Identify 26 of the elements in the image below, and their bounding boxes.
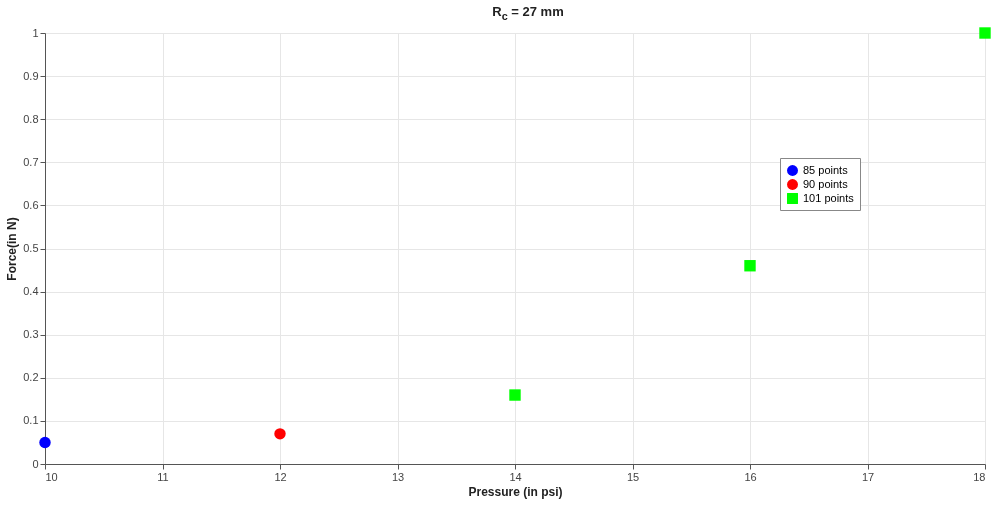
y-tick-label: 0.1 bbox=[23, 414, 39, 427]
x-tick-label: 10 bbox=[45, 470, 58, 483]
y-tick-label: 0.6 bbox=[23, 198, 39, 211]
y-tick-label: 0.5 bbox=[23, 242, 39, 254]
x-axis-title: Pressure (in psi) bbox=[468, 484, 563, 499]
y-tick-label: 0 bbox=[32, 457, 39, 470]
y-tick-label: 0.8 bbox=[23, 112, 39, 125]
y-tick-label: 0.7 bbox=[23, 155, 39, 168]
y-tick-label: 0.3 bbox=[23, 328, 39, 341]
y-tick-label: 0.9 bbox=[23, 69, 39, 82]
x-tick-label: 13 bbox=[391, 470, 405, 483]
x-tick-label: 15 bbox=[626, 470, 640, 483]
y-axis-title: Force(in N) bbox=[5, 217, 20, 281]
y-tick-label: 1 bbox=[32, 26, 39, 39]
legend-label: 85 points bbox=[803, 163, 849, 176]
chart-title: R$_{c}$ = 27 mm bbox=[491, 4, 565, 22]
y-tick-label: 0.4 bbox=[23, 285, 39, 298]
legend-label: 90 points bbox=[803, 177, 849, 190]
x-tick-label: 16 bbox=[744, 470, 757, 483]
x-tick-label: 14 bbox=[509, 470, 522, 483]
x-tick-label: 11 bbox=[157, 470, 169, 483]
x-tick-label: 12 bbox=[274, 470, 287, 483]
x-tick-label: 17 bbox=[861, 470, 875, 483]
y-tick-label: 0.2 bbox=[23, 371, 39, 384]
legend-label: 101 points bbox=[803, 191, 855, 204]
x-tick-label: 18 bbox=[973, 470, 986, 483]
